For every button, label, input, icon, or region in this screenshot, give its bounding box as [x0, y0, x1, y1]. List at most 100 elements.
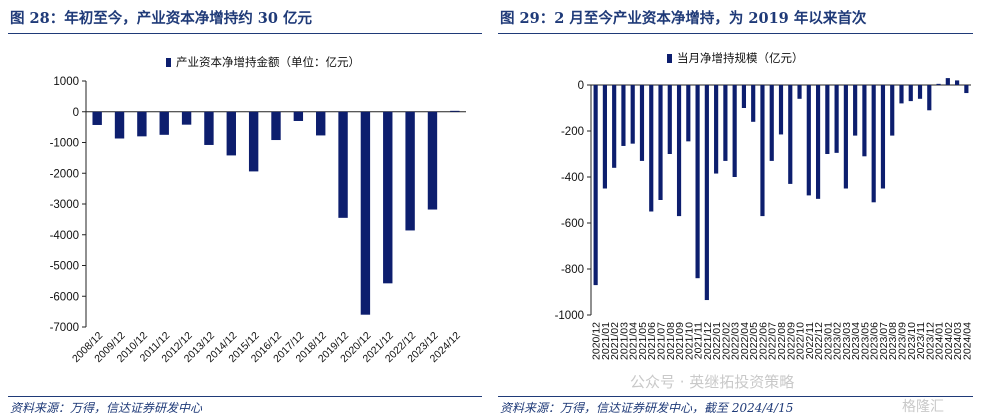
bar — [114, 111, 125, 139]
source-divider — [8, 396, 482, 397]
x-tick-label: 2021/02 — [609, 322, 621, 360]
x-tick-label: 2023/11 — [915, 322, 927, 359]
y-tick-label: -800 — [561, 264, 584, 276]
bar — [899, 85, 904, 104]
bar — [159, 111, 169, 135]
bar — [612, 85, 617, 168]
watermark-wechat: 公众号 · 英继拓投资策略 — [630, 373, 795, 391]
bar — [405, 111, 415, 231]
x-tick-label: 2022/01 — [711, 322, 723, 360]
bar — [338, 111, 348, 218]
x-tick-label: 2022/03 — [730, 322, 742, 360]
bar — [649, 85, 654, 212]
bar — [723, 85, 728, 161]
bar — [714, 85, 719, 174]
y-tick-label: -1000 — [50, 138, 79, 150]
x-tick-label: 2023/02 — [832, 322, 844, 360]
y-tick-label: -400 — [561, 172, 584, 184]
bar — [862, 85, 867, 157]
y-tick-label: 0 — [73, 107, 79, 119]
y-tick-label: -5000 — [50, 261, 79, 273]
title-divider — [498, 33, 973, 34]
x-tick-label: 2023/05 — [859, 322, 871, 360]
x-tick-label: 2022/04 — [739, 322, 751, 360]
x-tick-label: 2021/04 — [628, 322, 640, 360]
x-tick-label: 2021/05 — [637, 322, 649, 360]
y-tick-label: -2000 — [50, 168, 79, 180]
bar — [639, 85, 645, 161]
y-tick-label: -1000 — [555, 310, 584, 322]
bar — [945, 78, 950, 85]
bar — [181, 111, 192, 125]
x-tick-label: 2023/07 — [878, 322, 890, 360]
source-note: 资料来源：万得，信达证券研发中心，截至 2024/4/15 — [500, 401, 794, 415]
bar — [815, 85, 821, 199]
x-tick-label: 2020/12 — [591, 322, 603, 360]
x-tick-label: 2021/06 — [646, 322, 658, 360]
bar — [853, 85, 858, 136]
y-tick-label: -7000 — [50, 322, 79, 334]
bar — [732, 85, 737, 177]
bar — [621, 85, 626, 146]
y-tick-label: -3000 — [50, 199, 79, 211]
bar — [248, 111, 259, 172]
x-tick-label: 2024/01 — [934, 322, 946, 360]
x-tick-label: 2022/07 — [767, 322, 779, 360]
bar — [704, 85, 709, 301]
legend-swatch — [166, 58, 171, 67]
legend-label: 产业资本净增持金额（单位：亿元） — [176, 55, 360, 69]
bar — [602, 85, 607, 189]
x-tick-label: 2022/05 — [748, 322, 760, 360]
x-tick-label: 2023/03 — [841, 322, 853, 360]
bar — [427, 111, 438, 210]
x-tick-label: 2023/09 — [896, 322, 908, 360]
right-figure-panel: 图 29：2 月至今产业资本净增持，为 2019 年以来首次 当月净增持规模（亿… — [490, 0, 981, 419]
x-tick-label: 2022/11 — [804, 322, 816, 359]
bar — [226, 111, 236, 156]
y-tick-label: -4000 — [50, 230, 79, 242]
bar — [293, 111, 304, 121]
x-tick-label: 2023/06 — [869, 322, 881, 360]
x-tick-label: 2024/04 — [961, 322, 973, 360]
x-tick-label: 2022/08 — [776, 322, 788, 360]
x-tick-label: 2024/02 — [943, 322, 955, 360]
bar — [695, 85, 700, 279]
bar — [908, 85, 913, 102]
x-tick-label: 2023/08 — [887, 322, 899, 360]
bar — [964, 85, 969, 94]
bar — [658, 85, 663, 200]
bar — [936, 83, 941, 85]
x-tick-label: 2024/03 — [952, 322, 964, 360]
x-tick-label: 2021/03 — [618, 322, 630, 360]
y-tick-label: 1000 — [53, 76, 79, 88]
bar — [316, 111, 326, 136]
bar-chart-annual: 产业资本净增持金额（单位：亿元） 1000 0 -1000 -2000 -3000 -400… — [50, 55, 466, 365]
x-tick-label: 2022/06 — [757, 322, 769, 360]
bar — [890, 85, 895, 136]
bar — [741, 85, 747, 108]
bar — [871, 85, 876, 203]
x-tick-label: 2021/09 — [674, 322, 686, 360]
bar — [92, 111, 102, 125]
bar — [204, 111, 214, 145]
y-tick-label: -6000 — [50, 291, 79, 303]
bar — [778, 85, 784, 135]
x-tick-label: 2023/10 — [906, 322, 918, 360]
x-tick-label: 2023/01 — [822, 322, 834, 360]
x-tick-label: 2023/04 — [850, 322, 862, 360]
x-tick-label: 2021/07 — [656, 322, 668, 360]
bar — [880, 85, 886, 189]
bar — [686, 85, 691, 142]
bar — [667, 85, 672, 154]
bar — [593, 85, 598, 286]
bar — [769, 85, 774, 161]
x-tick-label: 2022/12 — [813, 322, 825, 360]
figure-title: 图 29：2 月至今产业资本净增持，为 2019 年以来首次 — [500, 10, 867, 27]
bar — [806, 85, 811, 196]
bar — [630, 85, 635, 144]
bar — [788, 85, 793, 184]
watermark-brand: 格隆汇 — [902, 399, 944, 415]
bar — [137, 111, 147, 137]
bar — [834, 85, 839, 153]
x-tick-label: 2021/08 — [665, 322, 677, 360]
